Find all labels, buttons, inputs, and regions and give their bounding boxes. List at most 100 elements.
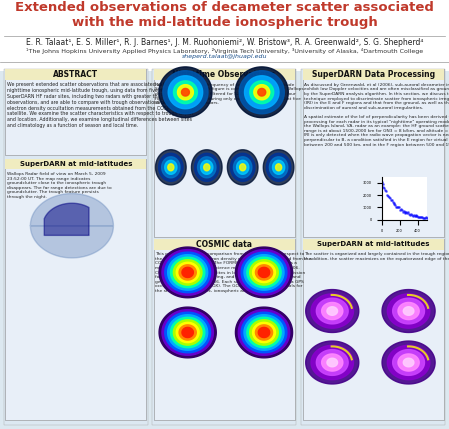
Text: E. R. Talaat¹, E. S. Miller¹, R. J. Barnes¹, J. M. Ruohoniemi², W. Bristow³, R. : E. R. Talaat¹, E. S. Miller¹, R. J. Barn… (26, 39, 423, 47)
Point (409, 211, 416, 218)
Polygon shape (235, 67, 288, 118)
Polygon shape (165, 160, 177, 174)
Point (393, 202, 400, 209)
Polygon shape (327, 307, 338, 315)
Polygon shape (241, 252, 287, 293)
Point (408, 210, 415, 217)
Point (382, 188, 389, 195)
Polygon shape (181, 88, 189, 96)
Point (404, 209, 411, 216)
FancyBboxPatch shape (154, 239, 295, 250)
Polygon shape (317, 298, 348, 324)
Polygon shape (179, 325, 196, 340)
Point (423, 214, 430, 221)
Point (388, 197, 395, 204)
Polygon shape (244, 255, 284, 290)
Point (379, 180, 386, 187)
Point (378, 178, 385, 185)
Polygon shape (382, 290, 435, 332)
Polygon shape (168, 76, 202, 109)
Polygon shape (253, 322, 275, 343)
Point (397, 207, 405, 214)
Text: SuperDARN at mid-latitudes: SuperDARN at mid-latitudes (317, 242, 429, 247)
FancyBboxPatch shape (4, 69, 148, 425)
Polygon shape (269, 157, 288, 178)
Polygon shape (240, 164, 246, 171)
Text: ABSTRACT: ABSTRACT (53, 70, 98, 79)
FancyBboxPatch shape (5, 69, 146, 80)
Polygon shape (182, 267, 194, 278)
Polygon shape (311, 345, 353, 380)
Polygon shape (382, 341, 435, 384)
FancyBboxPatch shape (154, 239, 295, 420)
Point (384, 191, 392, 198)
Point (405, 209, 412, 216)
Polygon shape (177, 85, 194, 100)
Polygon shape (235, 307, 293, 358)
FancyBboxPatch shape (301, 69, 445, 425)
Polygon shape (230, 153, 255, 181)
Point (416, 214, 423, 221)
Point (413, 211, 420, 218)
Point (392, 202, 399, 209)
Point (380, 184, 387, 191)
Text: Extended observations of decameter scatter associated with the mid-latitude iono: Extended observations of decameter scatt… (15, 1, 434, 29)
Text: The scatter is organized and largely contained in the trough region.
In addition: The scatter is organized and largely con… (304, 252, 449, 261)
Polygon shape (233, 157, 252, 178)
Polygon shape (403, 358, 414, 367)
Polygon shape (176, 322, 199, 343)
Point (417, 213, 424, 220)
Polygon shape (254, 85, 270, 100)
Point (391, 200, 398, 207)
Point (386, 195, 393, 202)
FancyBboxPatch shape (303, 69, 444, 80)
Polygon shape (204, 164, 210, 171)
Polygon shape (235, 247, 293, 298)
Text: ¹The Johns Hopkins University Applied Physics Laboratory, ²Virginia Tech Univers: ¹The Johns Hopkins University Applied Ph… (26, 48, 423, 54)
Point (422, 214, 429, 221)
Polygon shape (387, 294, 430, 328)
Polygon shape (159, 67, 212, 118)
Text: sheperd.talaat@jhuapl.edu: sheperd.talaat@jhuapl.edu (182, 54, 267, 59)
Polygon shape (159, 247, 216, 298)
Polygon shape (162, 250, 213, 295)
Polygon shape (173, 320, 202, 345)
Polygon shape (162, 157, 180, 178)
Point (407, 210, 414, 217)
FancyBboxPatch shape (303, 239, 444, 250)
Point (418, 213, 426, 220)
Point (395, 204, 402, 211)
FancyBboxPatch shape (303, 239, 444, 420)
Text: COSMIC data: COSMIC data (196, 240, 252, 249)
Polygon shape (162, 310, 213, 355)
Polygon shape (276, 164, 282, 171)
Point (421, 212, 428, 219)
Polygon shape (321, 302, 343, 320)
Polygon shape (227, 150, 258, 185)
Point (414, 213, 421, 220)
Polygon shape (171, 257, 205, 287)
Polygon shape (198, 157, 216, 178)
Polygon shape (403, 307, 414, 315)
Polygon shape (255, 265, 273, 280)
Polygon shape (398, 354, 419, 371)
Polygon shape (247, 257, 281, 287)
Polygon shape (250, 320, 278, 345)
Polygon shape (165, 252, 211, 293)
Point (389, 199, 396, 206)
Polygon shape (241, 312, 287, 353)
Point (394, 203, 401, 210)
Text: As discussed by Greenwald, et al (2006), sub-auroral decameter irregularities
ex: As discussed by Greenwald, et al (2006),… (304, 83, 449, 147)
FancyBboxPatch shape (303, 69, 444, 237)
Polygon shape (263, 150, 294, 185)
Point (383, 189, 390, 196)
Point (396, 206, 404, 213)
Polygon shape (255, 325, 273, 340)
Polygon shape (393, 350, 424, 375)
Polygon shape (244, 315, 284, 350)
Point (406, 209, 414, 216)
Polygon shape (237, 160, 249, 174)
Polygon shape (201, 160, 213, 174)
Polygon shape (250, 81, 274, 104)
Polygon shape (245, 76, 279, 109)
